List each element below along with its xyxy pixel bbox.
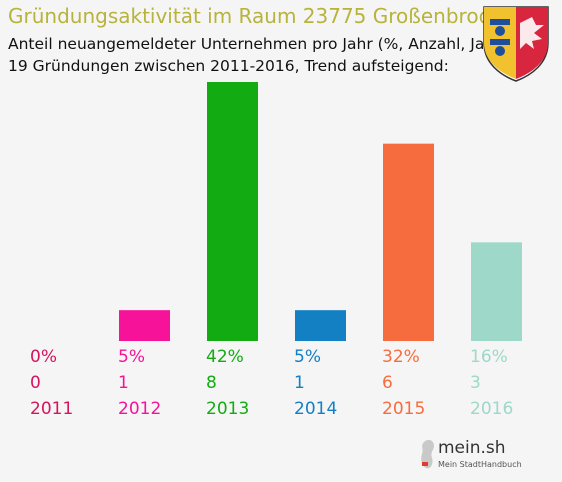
label-column-2014: 5% 1 2014 <box>294 344 364 422</box>
count-label: 8 <box>206 373 217 393</box>
year-label: 2015 <box>382 399 426 419</box>
bar-2012 <box>119 310 170 341</box>
year-label: 2013 <box>206 399 250 419</box>
logo-tagline: Mein StadtHandbuch <box>438 460 522 469</box>
mein-sh-logo <box>421 439 434 469</box>
bar-2013 <box>207 82 258 341</box>
year-label: 2016 <box>470 399 514 419</box>
percent-label: 16% <box>470 347 508 367</box>
year-label: 2014 <box>294 399 338 419</box>
year-label: 2011 <box>30 399 74 419</box>
chart-title: Gründungsaktivität im Raum 23775 Großenb… <box>8 4 504 28</box>
chart-summary: 19 Gründungen zwischen 2011-2016, Trend … <box>8 57 449 75</box>
label-column-2016: 16% 3 2016 <box>470 344 540 422</box>
count-label: 3 <box>470 373 481 393</box>
percent-label: 0% <box>30 347 57 367</box>
bar-2015 <box>383 143 434 341</box>
bar-chart <box>119 82 522 341</box>
count-label: 6 <box>382 373 393 393</box>
logo-name: mein.sh <box>438 438 506 458</box>
percent-label: 42% <box>206 347 244 367</box>
label-column-2012: 5% 1 2012 <box>118 344 188 422</box>
chart-subtitle: Anteil neuangemeldeter Unternehmen pro J… <box>8 35 507 53</box>
count-label: 1 <box>118 373 129 393</box>
percent-label: 32% <box>382 347 420 367</box>
bar-2016 <box>471 242 522 341</box>
count-label: 0 <box>30 373 41 393</box>
year-label: 2012 <box>118 399 162 419</box>
label-column-2013: 42% 8 2013 <box>206 344 276 422</box>
coat-of-arms-icon <box>483 6 549 82</box>
bar-2014 <box>295 310 346 341</box>
label-column-2015: 32% 6 2015 <box>382 344 452 422</box>
count-label: 1 <box>294 373 305 393</box>
percent-label: 5% <box>294 347 321 367</box>
percent-label: 5% <box>118 347 145 367</box>
label-column-2011: 0% 0 2011 <box>30 344 100 422</box>
